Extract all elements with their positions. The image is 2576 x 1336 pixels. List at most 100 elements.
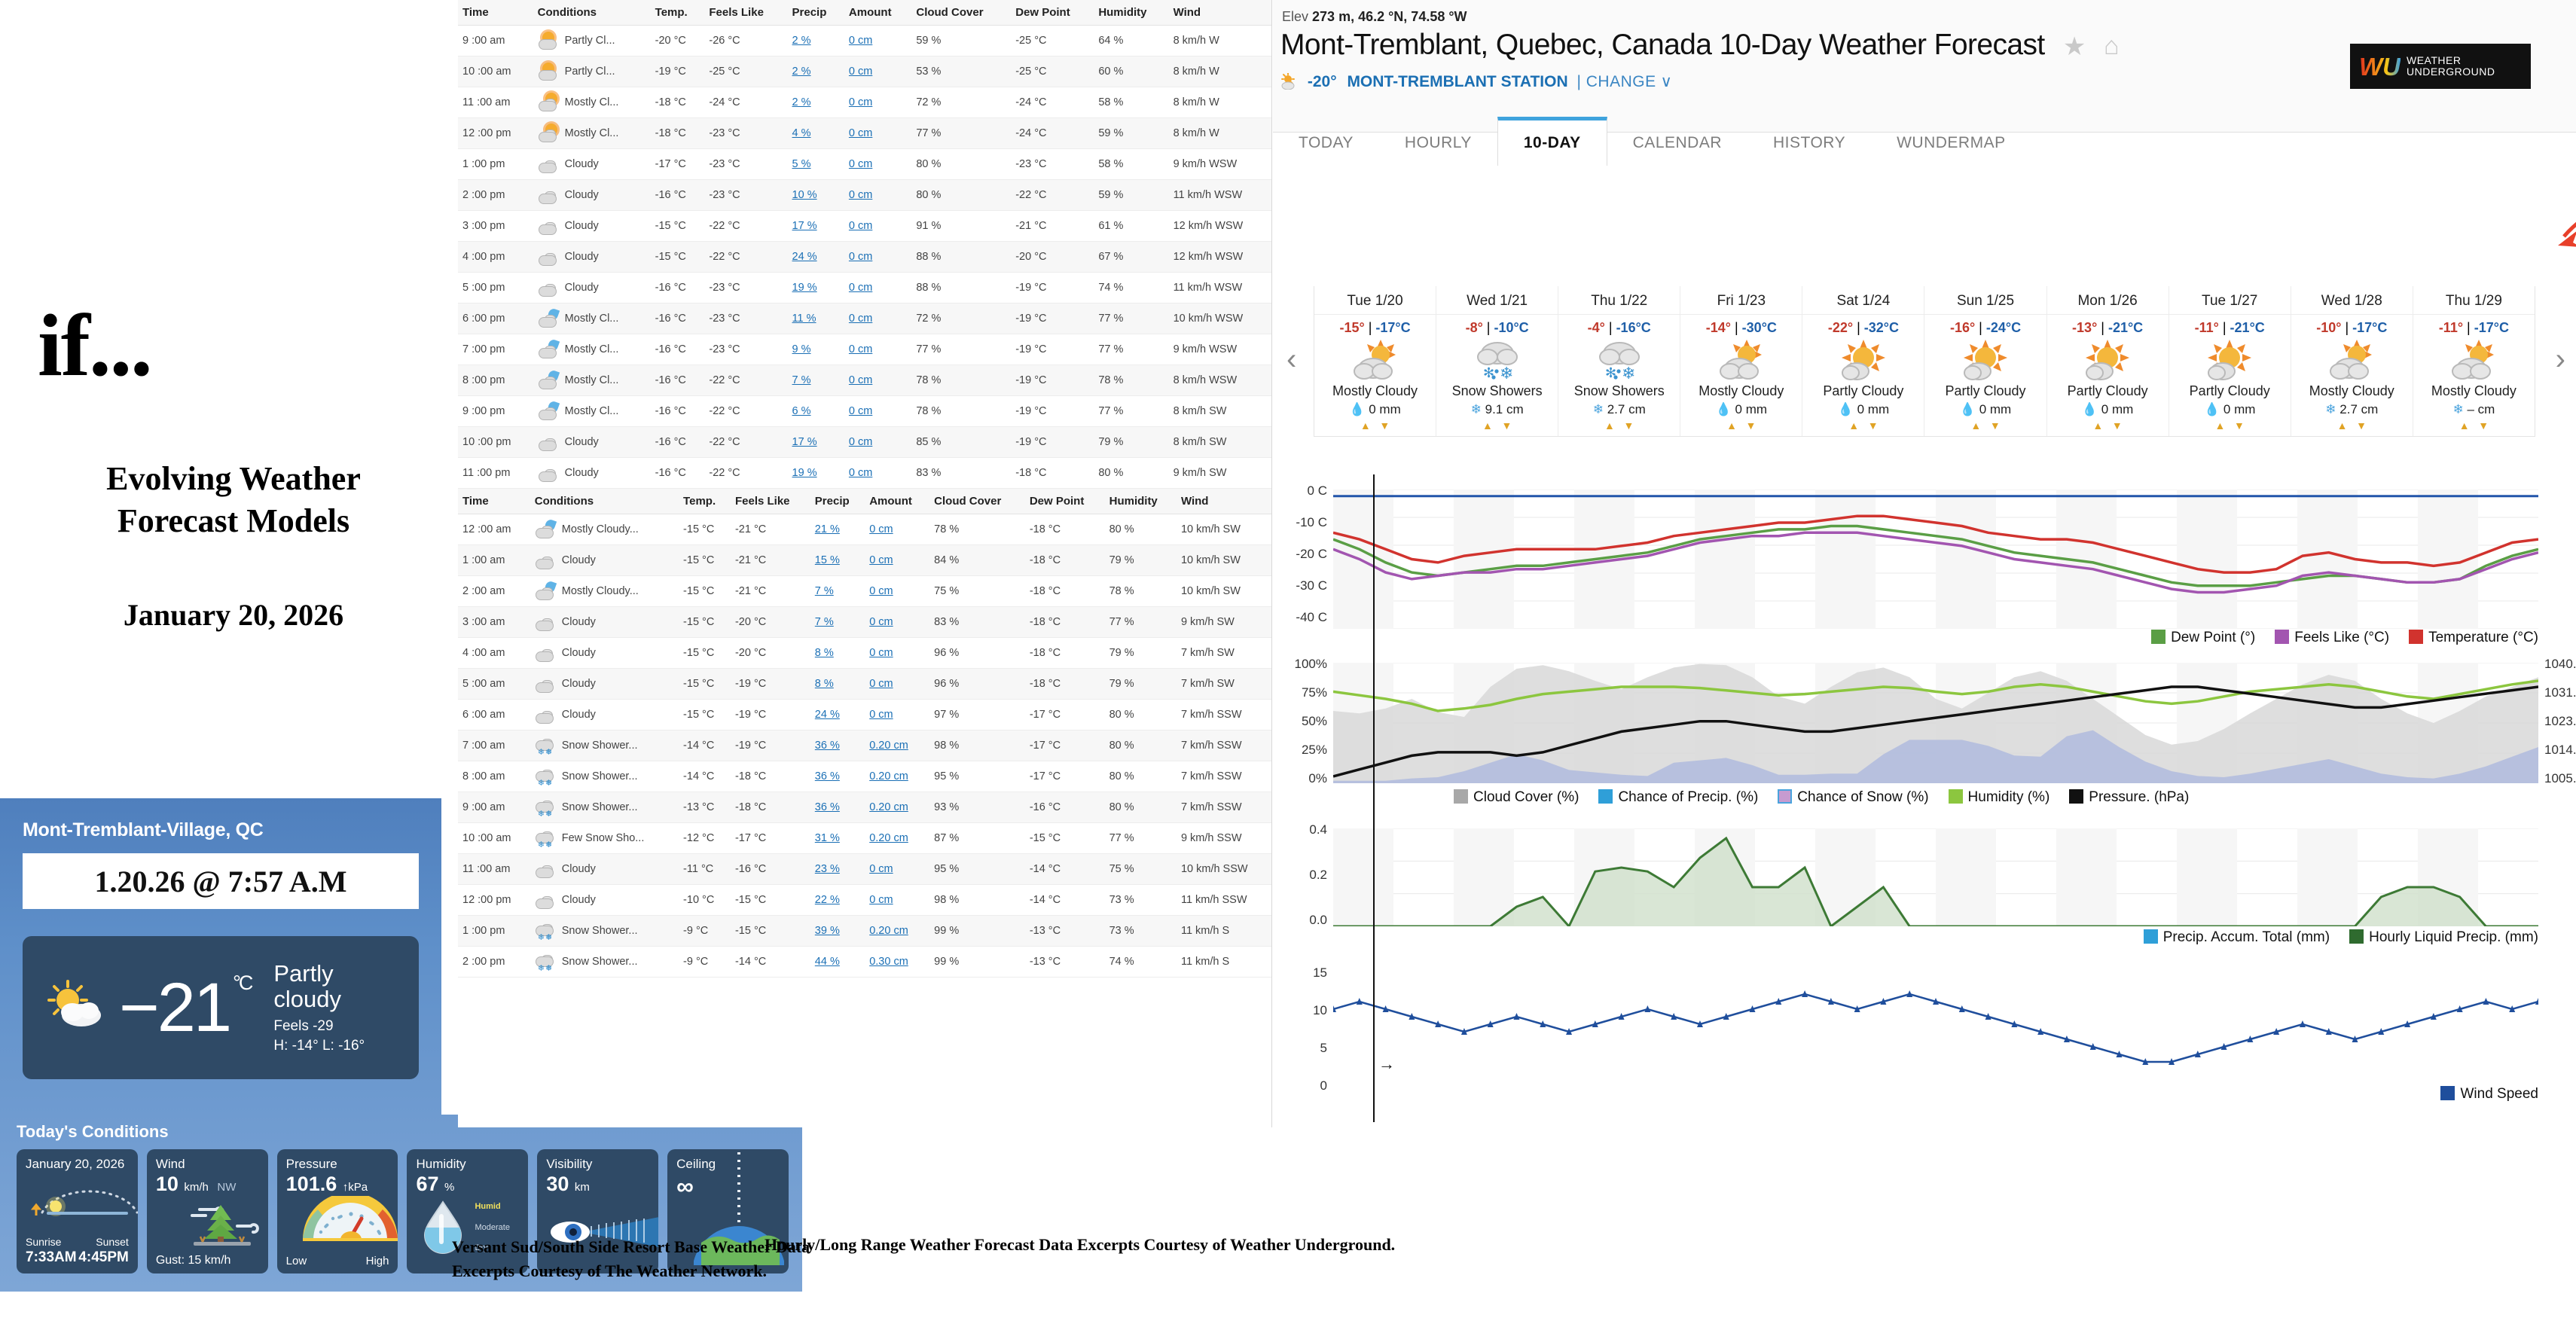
precip-link[interactable]: 10 % (792, 189, 817, 201)
cell-amount[interactable]: 0 cm (844, 334, 912, 365)
amount-link[interactable]: 0 cm (848, 313, 873, 325)
cell-precip[interactable]: 8 % (810, 637, 865, 669)
table-row[interactable]: 5 :00 pm Cloudy -16 °C -23 °C 19 % 0 cm 88 % -1… (458, 272, 1271, 303)
cell-amount[interactable]: 0 cm (865, 668, 930, 700)
forecast-day-column[interactable]: Sat 1/24 -22° | -32°C Partly Cloudy 💧 0 mm ▲… (1802, 286, 1924, 436)
precip-link[interactable]: 2 % (792, 96, 811, 108)
precip-link[interactable]: 19 % (792, 282, 817, 294)
precip-link[interactable]: 4 % (792, 127, 811, 139)
amount-link[interactable]: 0 cm (848, 374, 873, 386)
cell-precip[interactable]: 21 % (810, 514, 865, 545)
forecast-day-column[interactable]: Fri 1/23 -14° | -30°C Mostly Cloudy 💧 0 mm ▲… (1680, 286, 1802, 436)
table-row[interactable]: 6 :00 am Cloudy -15 °C -19 °C 24 % 0 cm 97 % -1… (458, 699, 1271, 731)
precip-link[interactable]: 21 % (814, 523, 840, 535)
amount-link[interactable]: 0.30 cm (869, 956, 908, 968)
chevron-down-icon[interactable]: ∨ (1660, 73, 1673, 90)
tab-today[interactable]: TODAY (1299, 134, 1354, 151)
table-row[interactable]: 4 :00 pm Cloudy -15 °C -22 °C 24 % 0 cm 88 % -2… (458, 241, 1271, 273)
cell-amount[interactable]: 0 cm (844, 241, 912, 273)
table-row[interactable]: 9 :00 am Partly Cl... -20 °C -26 °C 2 % 0 cm 5… (458, 25, 1271, 56)
table-row[interactable]: 12 :00 am Mostly Cloudy... -15 °C -21 °C 21 … (458, 514, 1271, 545)
cell-precip[interactable]: 19 % (787, 457, 844, 489)
amount-link[interactable]: 0 cm (869, 585, 893, 597)
table-row[interactable]: 2 :00 am Mostly Cloudy... -15 °C -21 °C 7 % 0… (458, 575, 1271, 607)
cell-precip[interactable]: 2 % (787, 87, 844, 118)
cell-amount[interactable]: 0.20 cm (865, 822, 930, 854)
cell-precip[interactable]: 17 % (787, 426, 844, 458)
table-row[interactable]: 8 :00 am ❄❅ Snow Shower... -14 °C -18 °C 36 %… (458, 761, 1271, 792)
cell-precip[interactable]: 9 % (787, 334, 844, 365)
cell-precip[interactable]: 39 % (810, 915, 865, 947)
cell-precip[interactable]: 19 % (787, 272, 844, 303)
precip-link[interactable]: 22 % (814, 894, 840, 906)
table-row[interactable]: 3 :00 pm Cloudy -15 °C -22 °C 17 % 0 cm 91 % -2… (458, 210, 1271, 242)
amount-link[interactable]: 0 cm (869, 523, 893, 535)
cell-precip[interactable]: 2 % (787, 56, 844, 87)
amount-link[interactable]: 0 cm (869, 678, 893, 690)
cell-precip[interactable]: 5 % (787, 148, 844, 180)
cell-precip[interactable]: 17 % (787, 210, 844, 242)
amount-link[interactable]: 0 cm (869, 616, 893, 628)
precip-link[interactable]: 17 % (792, 220, 817, 232)
station-name[interactable]: MONT-TREMBLANT STATION (1347, 73, 1568, 90)
table-row[interactable]: 12 :00 pm Mostly Cl... -18 °C -23 °C 4 % 0 cm… (458, 117, 1271, 149)
table-row[interactable]: 2 :00 pm Cloudy -16 °C -23 °C 10 % 0 cm 80 % -2… (458, 179, 1271, 211)
tab-calendar[interactable]: CALENDAR (1632, 134, 1723, 151)
table-row[interactable]: 7 :00 am ❄❅ Snow Shower... -14 °C -19 °C 36 %… (458, 730, 1271, 761)
precip-link[interactable]: 8 % (814, 647, 834, 659)
precip-link[interactable]: 7 % (814, 585, 834, 597)
precip-link[interactable]: 5 % (792, 158, 811, 170)
precip-link[interactable]: 44 % (814, 956, 840, 968)
table-row[interactable]: 4 :00 am Cloudy -15 °C -20 °C 8 % 0 cm 96 % -18… (458, 637, 1271, 669)
cell-precip[interactable]: 10 % (787, 179, 844, 211)
amount-link[interactable]: 0 cm (869, 894, 893, 906)
forecast-day-column[interactable]: Thu 1/22 -4° | -16°C ✻ ❄ Snow Showers ❄ 2.7 c… (1558, 286, 1680, 436)
cell-precip[interactable]: 24 % (810, 699, 865, 731)
cell-precip[interactable]: 8 % (810, 668, 865, 700)
forecast-day-column[interactable]: Sun 1/25 -16° | -24°C Partly Cloudy 💧 0 mm ▲… (1924, 286, 2046, 436)
cell-amount[interactable]: 0 cm (844, 395, 912, 427)
cell-precip[interactable]: 24 % (787, 241, 844, 273)
station-bar[interactable]: -20° MONT-TREMBLANT STATION | CHANGE ∨ (1280, 72, 1672, 94)
forecast-day-column[interactable]: Mon 1/26 -13° | -21°C Partly Cloudy 💧 0 mm ▲… (2046, 286, 2169, 436)
table-row[interactable]: 1 :00 pm Cloudy -17 °C -23 °C 5 % 0 cm 80 % -23… (458, 148, 1271, 180)
amount-link[interactable]: 0 cm (848, 189, 873, 201)
amount-link[interactable]: 0 cm (848, 282, 873, 294)
cell-precip[interactable]: 36 % (810, 792, 865, 823)
amount-link[interactable]: 0 cm (848, 35, 873, 47)
cell-amount[interactable]: 0 cm (865, 637, 930, 669)
amount-link[interactable]: 0 cm (869, 647, 893, 659)
table-row[interactable]: 6 :00 pm Mostly Cl... -16 °C -23 °C 11 % 0 cm… (458, 303, 1271, 334)
table-row[interactable]: 10 :00 am Partly Cl... -19 °C -25 °C 2 % 0 cm… (458, 56, 1271, 87)
cell-amount[interactable]: 0.20 cm (865, 730, 930, 761)
table-row[interactable]: 9 :00 pm Mostly Cl... -16 °C -22 °C 6 % 0 cm 7… (458, 395, 1271, 427)
change-station-link[interactable]: | CHANGE (1576, 73, 1656, 90)
weather-underground-logo[interactable]: WU WEATHER UNDERGROUND (2350, 44, 2531, 89)
precip-link[interactable]: 2 % (792, 35, 811, 47)
precip-link[interactable]: 36 % (814, 770, 840, 782)
precip-link[interactable]: 15 % (814, 554, 840, 566)
cell-amount[interactable]: 0 cm (844, 272, 912, 303)
cell-precip[interactable]: 22 % (810, 884, 865, 916)
cell-precip[interactable]: 36 % (810, 761, 865, 792)
cell-amount[interactable]: 0.30 cm (865, 946, 930, 978)
precip-link[interactable]: 7 % (792, 374, 811, 386)
amount-link[interactable]: 0 cm (869, 554, 893, 566)
cell-amount[interactable]: 0 cm (865, 884, 930, 916)
precip-link[interactable]: 6 % (792, 405, 811, 417)
table-row[interactable]: 3 :00 am Cloudy -15 °C -20 °C 7 % 0 cm 83 % -18… (458, 606, 1271, 638)
precip-link[interactable]: 23 % (814, 863, 840, 875)
precip-link[interactable]: 2 % (792, 66, 811, 78)
cell-precip[interactable]: 7 % (810, 606, 865, 638)
amount-link[interactable]: 0 cm (848, 158, 873, 170)
cell-amount[interactable]: 0 cm (844, 457, 912, 489)
cell-amount[interactable]: 0 cm (844, 210, 912, 242)
cell-precip[interactable]: 23 % (810, 853, 865, 885)
amount-link[interactable]: 0.20 cm (869, 740, 908, 752)
amount-link[interactable]: 0 cm (869, 863, 893, 875)
cell-amount[interactable]: 0 cm (844, 87, 912, 118)
cell-amount[interactable]: 0.20 cm (865, 792, 930, 823)
cell-precip[interactable]: 44 % (810, 946, 865, 978)
amount-link[interactable]: 0 cm (848, 66, 873, 78)
cell-amount[interactable]: 0 cm (865, 575, 930, 607)
